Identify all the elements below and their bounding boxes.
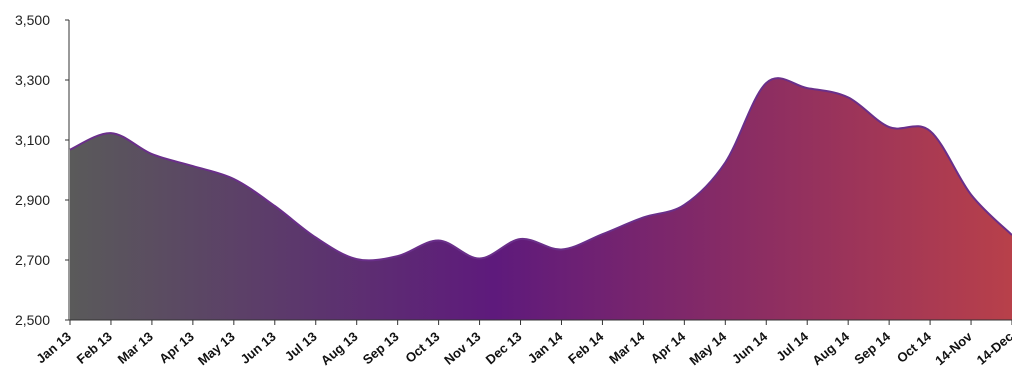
area-fill <box>70 78 1012 321</box>
x-tick-label: Jul 13 <box>282 329 320 364</box>
x-tick-label: Apr 14 <box>648 328 689 366</box>
x-tick-label: Jan 14 <box>525 328 566 366</box>
area-series <box>69 77 1012 321</box>
y-tick-label: 3,100 <box>15 132 50 148</box>
x-tick-label: Jun 13 <box>238 329 279 367</box>
y-tick-label: 2,900 <box>15 192 50 208</box>
x-tick-label: Aug 13 <box>318 329 361 368</box>
x-tick-label: Feb 14 <box>565 328 607 366</box>
x-tick-label: Jan 13 <box>33 329 74 367</box>
x-tick-label: Oct 14 <box>894 328 935 366</box>
y-tick-label: 3,300 <box>15 72 50 88</box>
x-tick-label: Oct 13 <box>402 329 442 366</box>
area-series-line <box>69 77 1012 262</box>
x-tick-label: May 13 <box>195 329 238 368</box>
y-tick-label: 3,500 <box>15 12 50 28</box>
x-tick-label: Jun 14 <box>729 328 771 366</box>
x-tick-label: 14-Dec <box>974 329 1012 368</box>
y-axis: 2,500 2,700 2,900 3,100 3,300 3,500 <box>15 12 70 328</box>
x-tick-label: May 14 <box>686 328 729 368</box>
y-tick-label: 2,500 <box>15 312 50 328</box>
x-tick-label: Sep 13 <box>360 329 402 367</box>
x-tick-label: 14-Nov <box>932 328 975 368</box>
x-tick-label: Apr 13 <box>156 329 197 367</box>
x-tick-label: Feb 13 <box>74 329 115 367</box>
x-tick-label: Mar 14 <box>606 328 648 366</box>
x-tick-label: Mar 13 <box>115 329 156 367</box>
x-tick-label: Aug 14 <box>809 328 852 368</box>
x-tick-label: Nov 13 <box>441 329 483 368</box>
x-tick-label: Jul 14 <box>773 328 811 364</box>
x-tick-label: Dec 13 <box>483 329 525 367</box>
y-tick-label: 2,700 <box>15 252 50 268</box>
x-tick-label: Sep 14 <box>851 328 893 367</box>
